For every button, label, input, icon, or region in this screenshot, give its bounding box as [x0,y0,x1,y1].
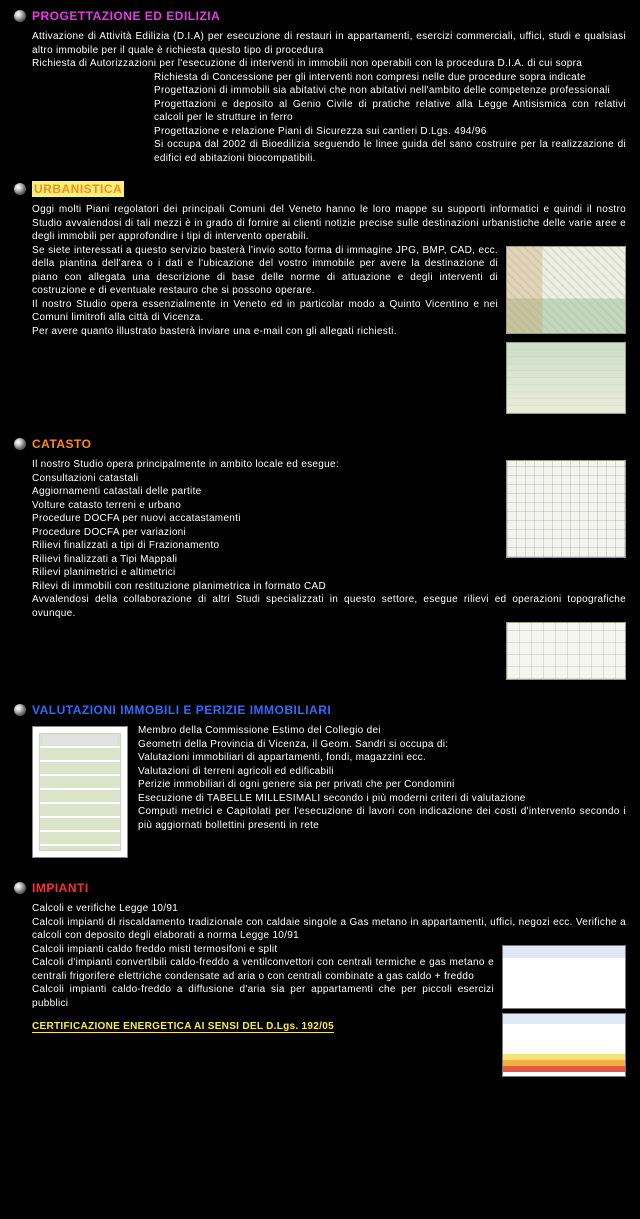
heading-valutazioni: VALUTAZIONI IMMOBILI E PERIZIE IMMOBILIA… [32,702,331,718]
screenshot-image [502,945,626,1009]
heading-catasto: CATASTO [32,436,92,452]
map-image [506,342,626,414]
text: Oggi molti Piani regolatori dei principa… [32,203,626,244]
text: Richiesta di Concessione per gli interve… [154,71,626,85]
plan-image [506,460,626,558]
text: Richiesta di Autorizzazioni per l'esecuz… [32,57,626,71]
plan-image [506,622,626,680]
bullet-icon [14,183,26,195]
bullet-icon [14,704,26,716]
bullet-icon [14,882,26,894]
text: Progettazione e relazione Piani di Sicur… [154,125,626,139]
text: Calcoli impianti di riscaldamento tradiz… [32,916,626,943]
section-urbanistica: URBANISTICA Oggi molti Piani regolatori … [14,181,626,420]
text: Calcoli e verifiche Legge 10/91 [32,902,626,916]
text: Avvalendosi della collaborazione di altr… [32,593,626,620]
text: Progettazioni e deposito al Genio Civile… [154,98,626,125]
document-image [32,726,128,858]
heading-progettazione: PROGETTAZIONE ED EDILIZIA [32,8,220,24]
text: Rilevi di immobili con restituzione plan… [32,580,626,594]
text: Attivazione di Attività Edilizia (D.I.A)… [32,30,626,57]
bullet-icon [14,438,26,450]
text: Progettazioni di immobili sia abitativi … [154,84,626,98]
screenshot-group [502,945,626,1077]
text: Rilievi planimetrici e altimetrici [32,566,626,580]
map-image [506,246,626,334]
heading-urbanistica: URBANISTICA [32,181,124,197]
section-valutazioni: VALUTAZIONI IMMOBILI E PERIZIE IMMOBILIA… [14,702,626,864]
bullet-icon [14,10,26,22]
text: Si occupa dal 2002 di Bioedilizia seguen… [154,138,626,165]
section-catasto: CATASTO Il nostro Studio opera principal… [14,436,626,686]
screenshot-image [502,1013,626,1077]
section-progettazione: PROGETTAZIONE ED EDILIZIA Attivazione di… [14,8,626,165]
heading-impianti: IMPIANTI [32,880,89,896]
section-impianti: IMPIANTI Calcoli e verifiche Legge 10/91… [14,880,626,1083]
certificazione-link[interactable]: CERTIFICAZIONE ENERGETICA AI SENSI DEL D… [32,1021,334,1033]
